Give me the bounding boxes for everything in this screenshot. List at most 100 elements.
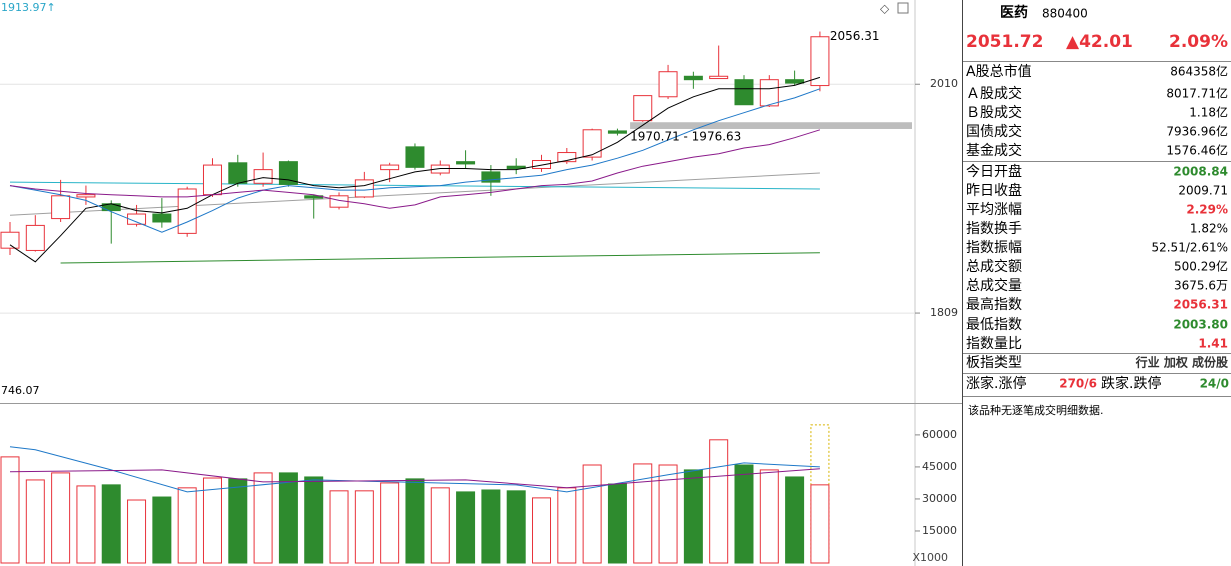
trend-line — [9, 172, 820, 216]
candle-body — [557, 152, 577, 163]
volume-bar — [0, 456, 20, 564]
row-label: 指数换手 — [966, 220, 1022, 237]
volume-bar — [354, 490, 374, 564]
icon-box[interactable] — [897, 2, 909, 14]
icon-diamond[interactable]: ◇ — [880, 2, 890, 16]
row-label: 基金成交 — [966, 142, 1022, 159]
volume-bar — [430, 487, 450, 564]
row-label: 总成交量 — [966, 277, 1022, 294]
candle-body — [152, 213, 172, 223]
volume-bar — [127, 499, 147, 564]
candle-body — [278, 161, 298, 185]
volume-bar — [405, 478, 425, 564]
row-value: 3675.6万 — [1174, 279, 1228, 293]
breadth-down-value: 24/0 — [1200, 377, 1229, 391]
row-label: 指数量比 — [966, 336, 1022, 352]
row-label: 板指类型 — [966, 355, 1022, 371]
y-tick-label: 45000 — [922, 460, 957, 473]
bottom-label: 746.07 — [1, 384, 40, 397]
candle-body — [430, 164, 450, 174]
volume-bar — [253, 472, 273, 564]
row-value: 7936.96亿 — [1166, 124, 1228, 139]
volume-bar — [506, 490, 526, 564]
volume-bar — [25, 479, 45, 564]
moving-average — [9, 88, 821, 233]
row-value: 1.41 — [1198, 337, 1228, 351]
breadth-down-label: 跌家.跌停 — [1101, 375, 1161, 392]
row-label: 最低指数 — [966, 317, 1022, 333]
candle-body — [76, 194, 96, 198]
volume-bar — [481, 489, 501, 564]
candle-body — [228, 162, 248, 184]
candle-body — [177, 188, 197, 234]
volume-unit: X1000 — [912, 551, 948, 564]
volume-bar — [734, 464, 754, 564]
candle-body — [658, 71, 678, 98]
volume-bar — [532, 497, 552, 564]
volume-bar — [633, 463, 653, 564]
row-value: 2009.71 — [1178, 184, 1228, 198]
candle-body — [380, 164, 400, 171]
instrument-code: 880400 — [1042, 7, 1088, 21]
candle-body — [683, 75, 703, 81]
volume-bar — [228, 478, 248, 564]
candle-body — [633, 95, 653, 122]
volume-bar — [683, 469, 703, 564]
y-tick-label: 60000 — [922, 428, 957, 441]
candle-body — [456, 161, 476, 165]
row-value: 1.18亿 — [1189, 105, 1228, 120]
volume-bar — [810, 484, 830, 564]
volume-bar — [76, 485, 96, 564]
moving-average — [9, 76, 821, 263]
volume-bar — [101, 484, 121, 564]
row-value: 8017.71亿 — [1166, 86, 1228, 101]
volume-bar — [329, 490, 349, 564]
volume-bar — [278, 472, 298, 564]
row-label: A股总市值 — [966, 63, 1032, 80]
y-tick-label: 30000 — [922, 492, 957, 505]
candle-body — [582, 129, 602, 158]
row-label: 总成交额 — [966, 258, 1022, 275]
trend-line — [60, 252, 820, 264]
candle-body — [25, 224, 45, 251]
band-label: 1970.71 - 1976.63 — [630, 129, 741, 143]
y-tick-label: 2010 — [930, 77, 958, 90]
volume-bar — [177, 487, 197, 564]
candle-body — [709, 75, 729, 80]
volume-bar — [304, 476, 324, 564]
y-tick-label: 1809 — [930, 306, 958, 319]
breadth-up-label: 涨家.涨停 — [966, 375, 1026, 392]
candle-body — [506, 165, 526, 169]
price-band — [630, 122, 912, 129]
volume-average — [9, 468, 820, 489]
candle-body — [607, 130, 627, 134]
high-label: 2056.31 — [830, 29, 880, 43]
price: 2051.72 — [966, 32, 1043, 52]
row-label: Ａ股成交 — [966, 85, 1022, 102]
change-pct: 2.09% — [1169, 32, 1228, 52]
row-label: 平均涨幅 — [966, 202, 1022, 218]
row-value: 52.51/2.61% — [1151, 241, 1228, 255]
volume-bar — [709, 439, 729, 564]
row-value: 1.82% — [1190, 222, 1228, 236]
candle-body — [405, 146, 425, 168]
volume-bar — [202, 477, 222, 564]
row-label: 国债成交 — [966, 123, 1022, 140]
row-value: 864358亿 — [1170, 64, 1228, 79]
candle-body — [127, 213, 147, 225]
volume-bar — [380, 482, 400, 564]
top-label: 1913.97↑ — [1, 1, 56, 14]
trend-line — [9, 181, 820, 190]
change: ▲42.01 — [1066, 32, 1133, 52]
instrument-name: 医药 — [1000, 4, 1028, 21]
note: 该品种无逐笔成交明细数据. — [968, 403, 1104, 417]
candle-body — [481, 171, 501, 183]
volume-bar — [607, 483, 627, 564]
candle-body — [354, 179, 374, 198]
breadth-up-value: 270/6 — [1059, 377, 1097, 391]
volume-bar — [456, 491, 476, 564]
row-label: Ｂ股成交 — [966, 104, 1022, 121]
